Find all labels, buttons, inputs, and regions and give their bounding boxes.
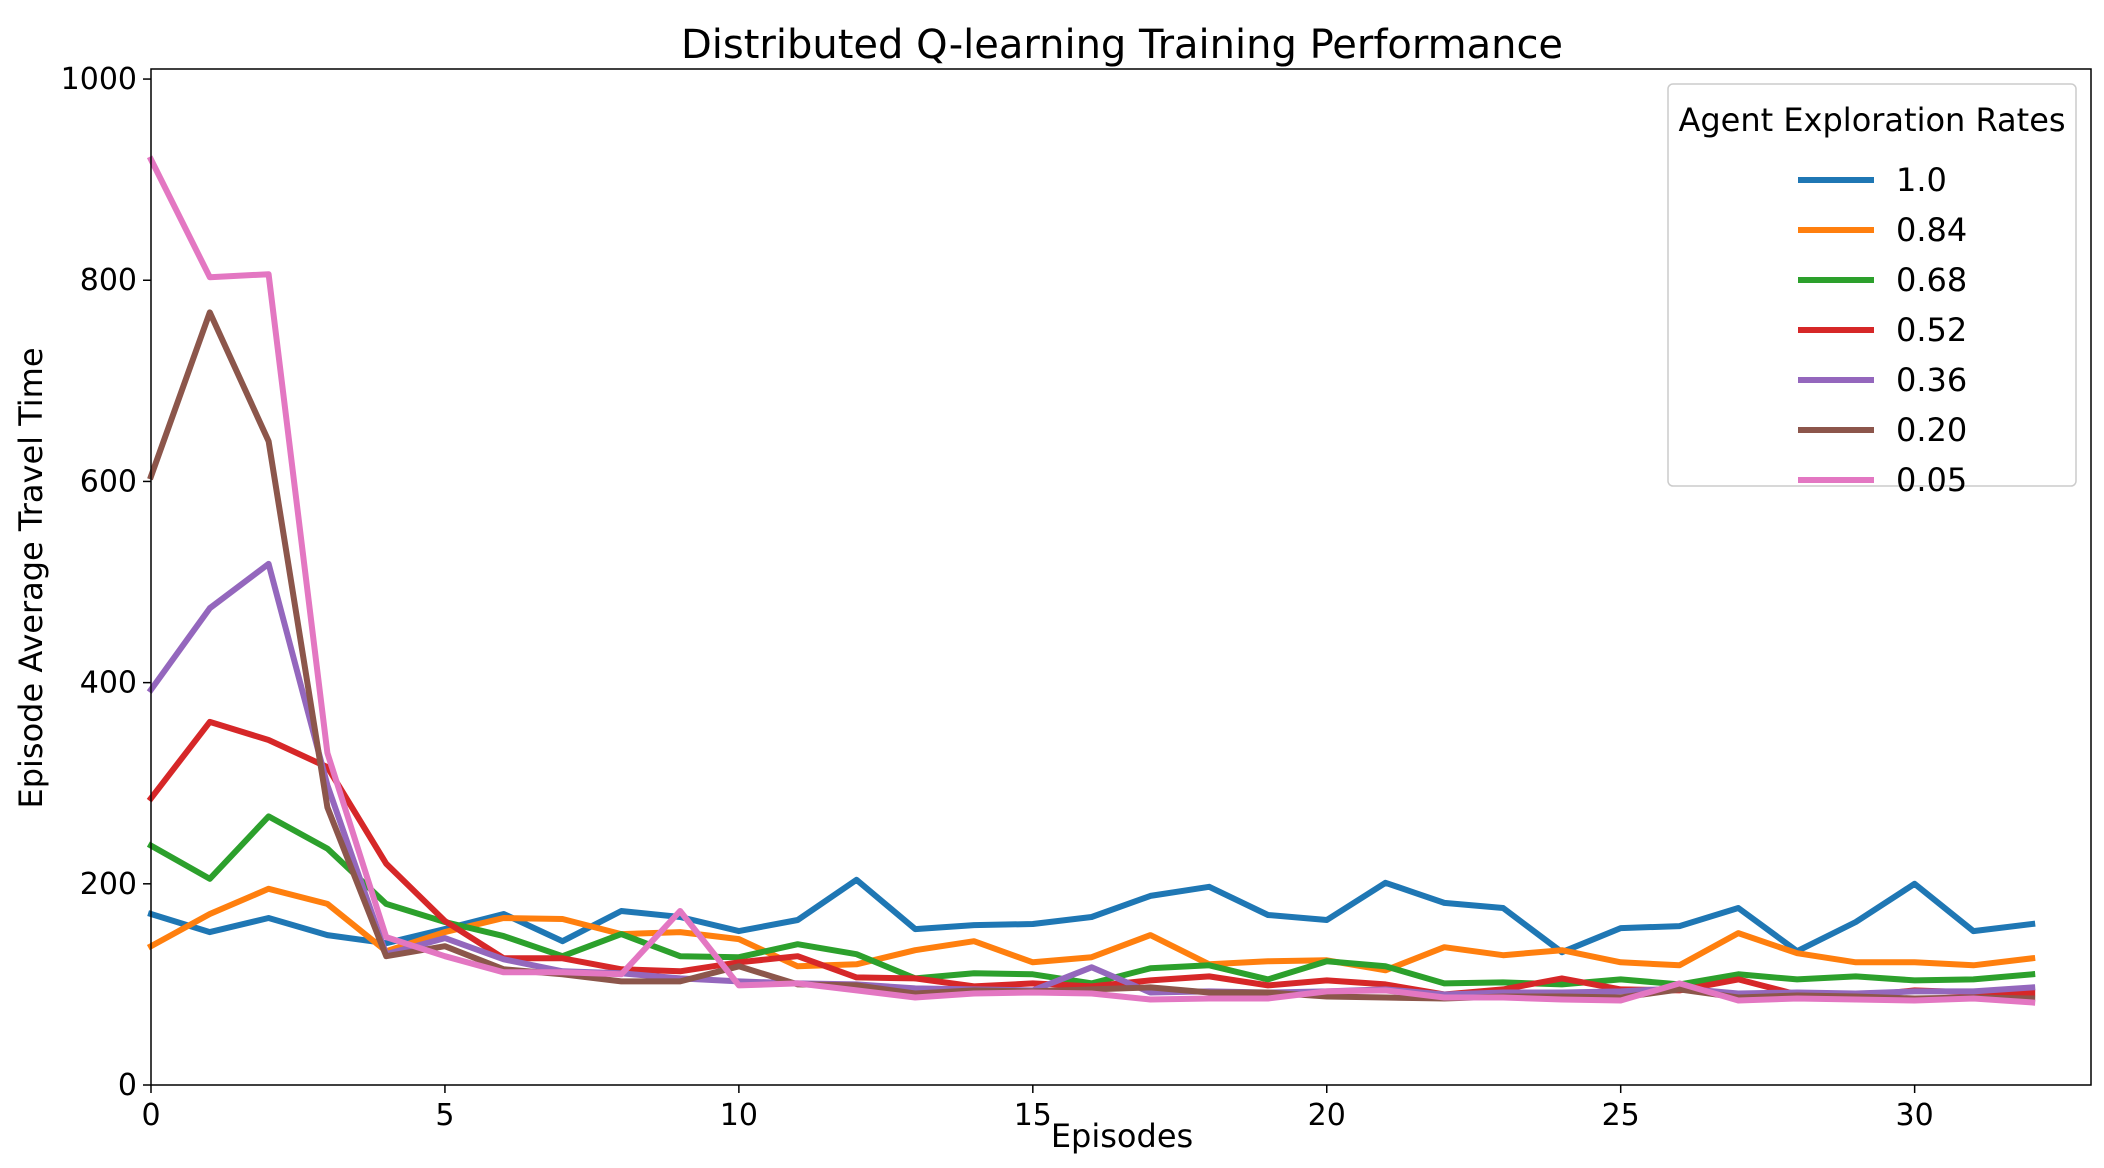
legend-title: Agent Exploration Rates bbox=[1678, 101, 2065, 139]
x-tick-label: 30 bbox=[1896, 1098, 1934, 1133]
y-tick-label: 0 bbox=[118, 1068, 137, 1103]
legend-box bbox=[1667, 83, 2077, 487]
y-tick-label: 800 bbox=[80, 263, 137, 298]
y-tick-label: 1000 bbox=[61, 62, 137, 97]
legend-label: 0.36 bbox=[1896, 361, 1967, 399]
x-tick-label: 5 bbox=[435, 1098, 454, 1133]
y-tick-label: 400 bbox=[80, 666, 137, 701]
y-axis: 0 200 400 600 800 1000 bbox=[61, 62, 151, 1103]
x-axis: 0 5 10 15 20 25 30 bbox=[141, 1085, 1934, 1133]
y-tick-label: 200 bbox=[80, 867, 137, 902]
x-tick-label: 0 bbox=[141, 1098, 160, 1133]
x-axis-label: Episodes bbox=[1051, 1117, 1193, 1155]
legend-label: 0.20 bbox=[1896, 411, 1967, 449]
legend-label: 0.05 bbox=[1896, 461, 1967, 499]
y-axis-label: Episode Average Travel Time bbox=[12, 347, 50, 808]
x-tick-label: 15 bbox=[1014, 1098, 1052, 1133]
chart-title: Distributed Q-learning Training Performa… bbox=[681, 22, 1563, 68]
y-tick-label: 600 bbox=[80, 464, 137, 499]
x-tick-label: 20 bbox=[1308, 1098, 1346, 1133]
series-group bbox=[146, 155, 2036, 1006]
legend-label: 0.84 bbox=[1896, 211, 1967, 249]
plot-frame bbox=[150, 68, 2092, 1086]
legend-label: 0.68 bbox=[1896, 261, 1967, 299]
x-tick-label: 10 bbox=[720, 1098, 758, 1133]
legend-label: 0.52 bbox=[1896, 311, 1967, 349]
series-line-0-05 bbox=[146, 155, 2036, 1006]
legend: Agent Exploration Rates 1.0 0.84 0.68 0.52 0… bbox=[1667, 83, 2077, 499]
x-tick-label: 25 bbox=[1602, 1098, 1640, 1133]
legend-items: 1.0 0.84 0.68 0.52 0.36 0.20 0.05 bbox=[1798, 161, 1967, 499]
legend-label: 1.0 bbox=[1896, 161, 1947, 199]
